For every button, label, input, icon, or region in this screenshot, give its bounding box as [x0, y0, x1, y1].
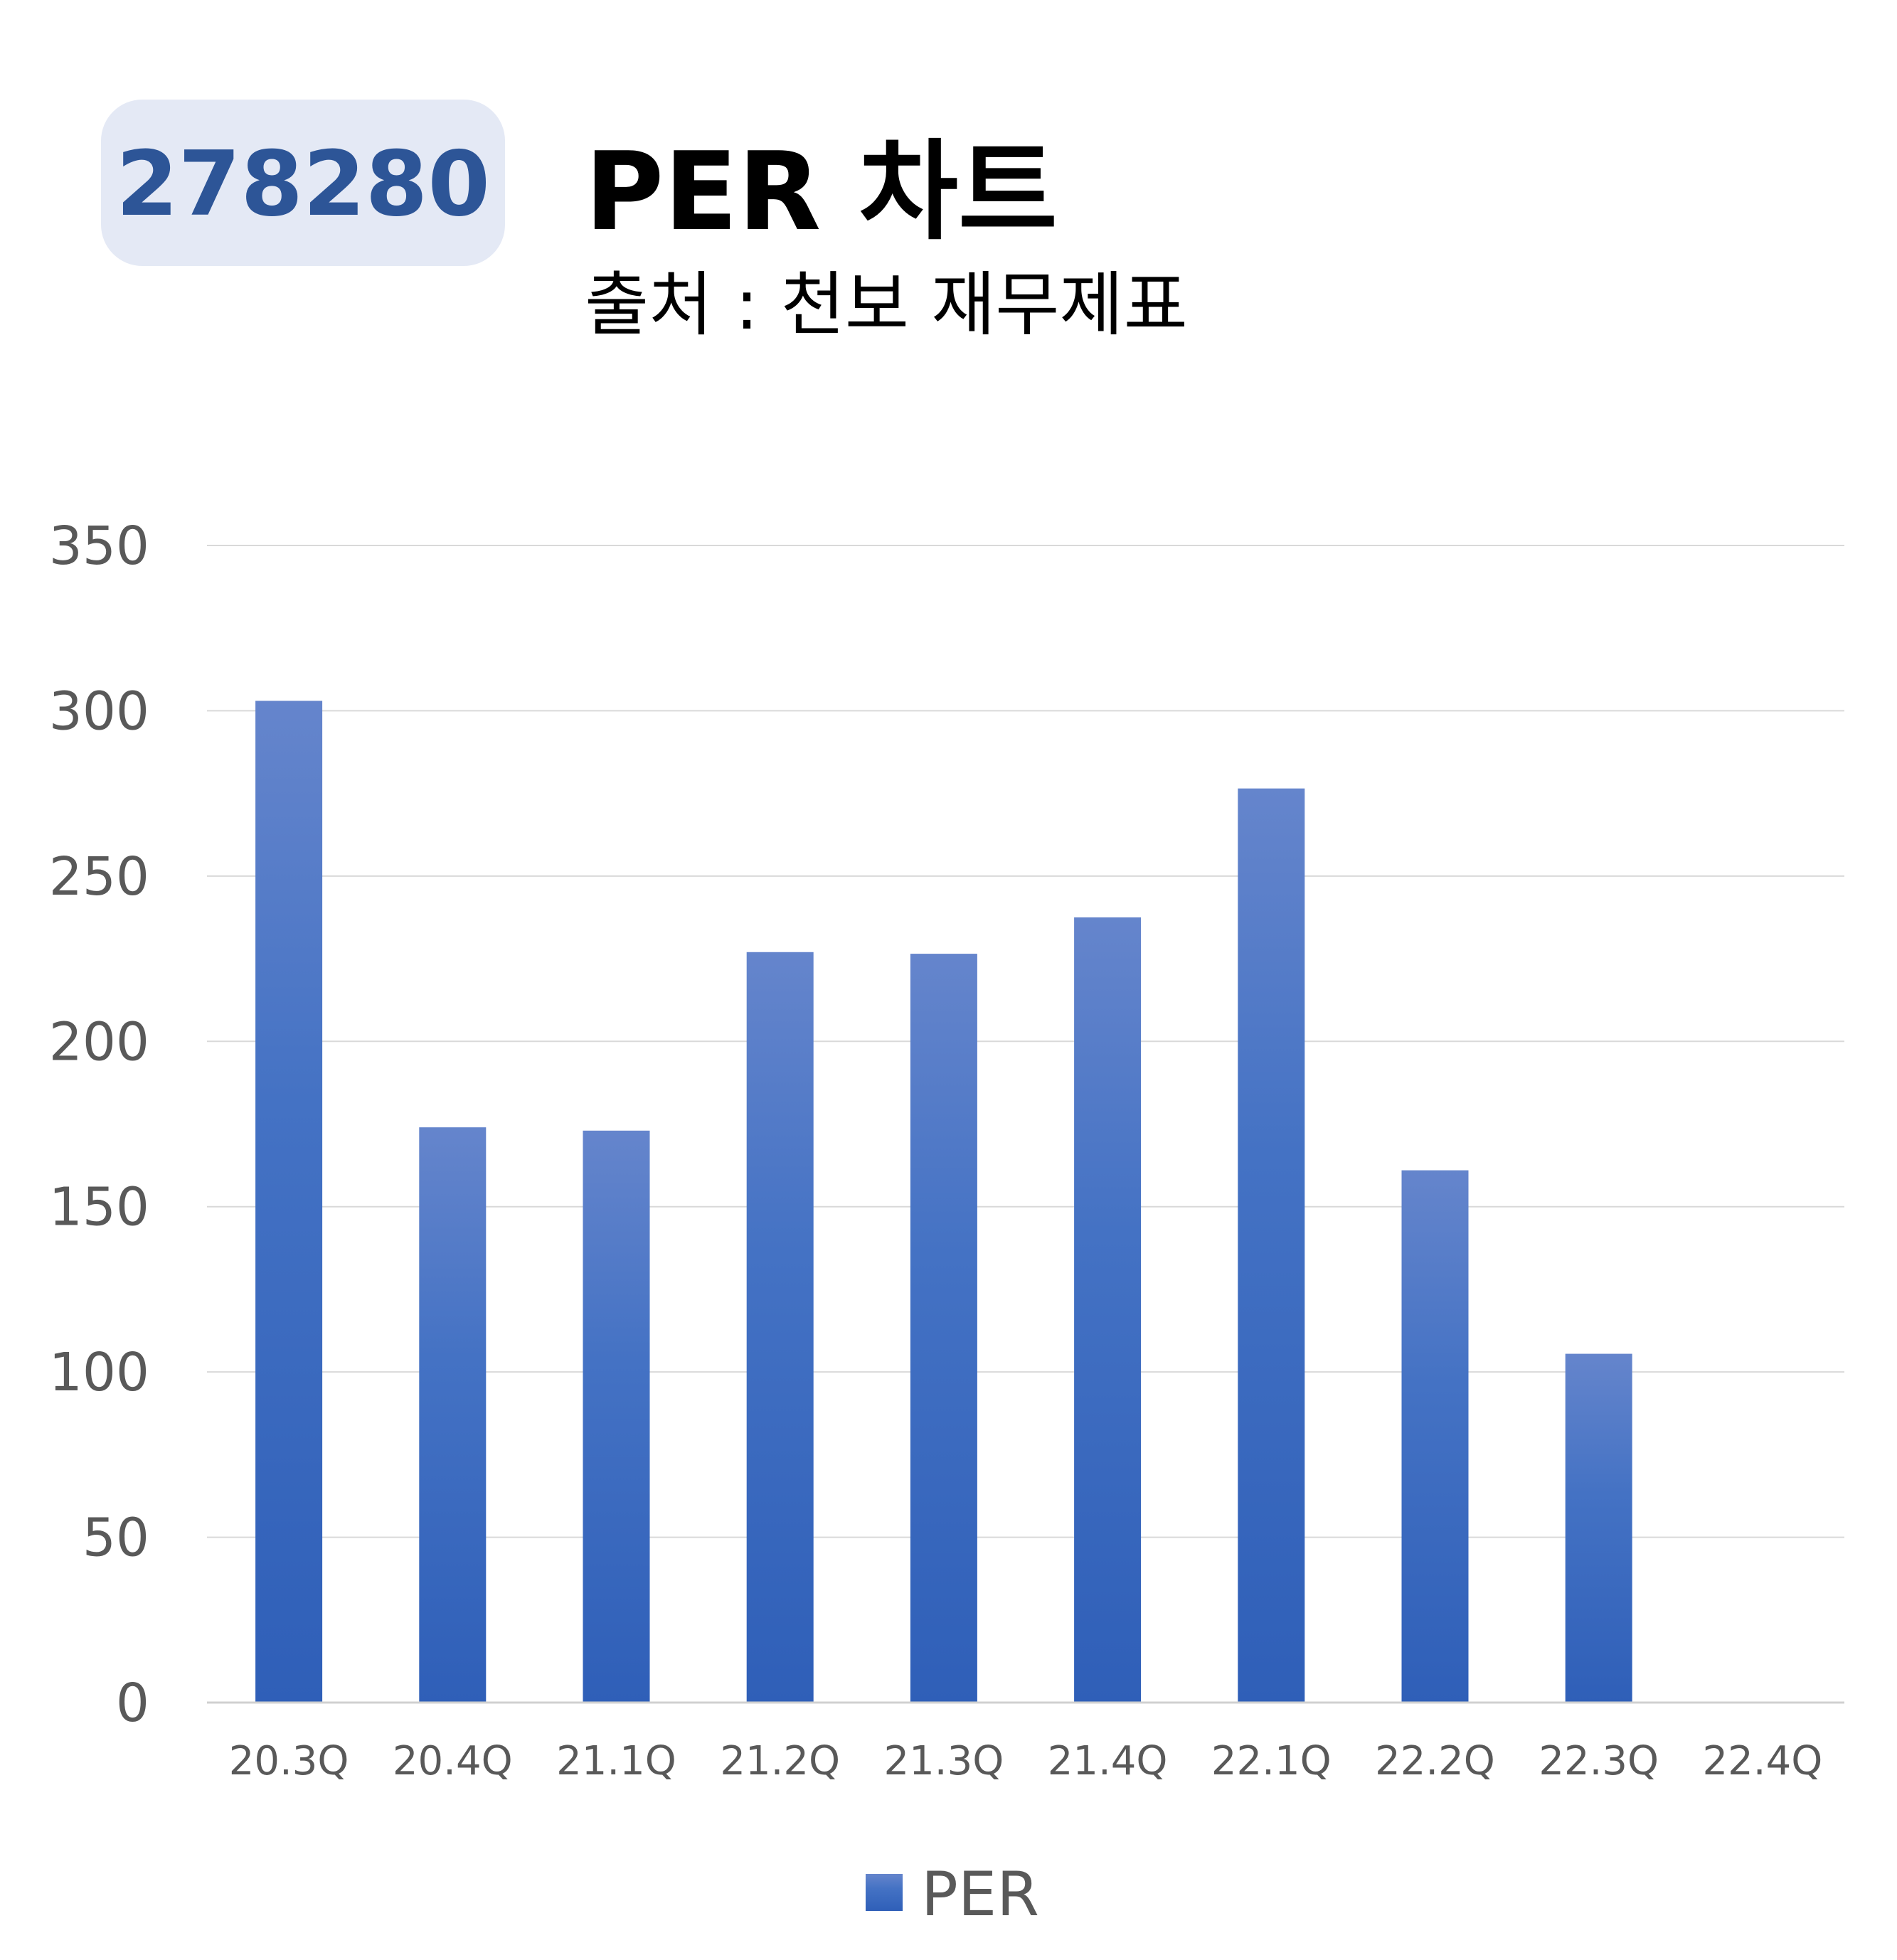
chart-title: PER 차트 — [585, 129, 1058, 255]
y-axis-ticks: 0 50 100 150 200 250 300 350 — [49, 516, 149, 1734]
legend-label-per: PER — [921, 1859, 1039, 1930]
x-tick-label: 20.4Q — [393, 1738, 513, 1784]
bar-20.4Q — [419, 1127, 487, 1703]
y-tick-label: 50 — [83, 1508, 149, 1569]
y-tick-label: 0 — [116, 1673, 149, 1734]
bar-20.3Q — [255, 701, 323, 1703]
x-tick-label: 21.3Q — [884, 1738, 1004, 1784]
x-tick-label: 21.1Q — [556, 1738, 676, 1784]
bar-21.3Q — [910, 954, 977, 1703]
x-tick-label: 22.2Q — [1375, 1738, 1495, 1784]
header: 278280 PER 차트 출처 : 천보 재무제표 — [101, 100, 1188, 346]
y-tick-label: 250 — [49, 846, 149, 907]
x-tick-label: 21.2Q — [720, 1738, 840, 1784]
x-tick-label: 22.1Q — [1211, 1738, 1332, 1784]
bar-22.2Q — [1401, 1170, 1469, 1703]
x-tick-label: 21.4Q — [1048, 1738, 1168, 1784]
bar-21.2Q — [746, 952, 814, 1703]
y-tick-label: 200 — [49, 1011, 149, 1072]
y-tick-label: 150 — [49, 1177, 149, 1238]
bar-22.3Q — [1565, 1353, 1632, 1703]
bar-22.1Q — [1238, 788, 1305, 1703]
ticker-badge — [101, 100, 505, 266]
legend-swatch-per — [866, 1874, 903, 1911]
x-tick-label: 22.3Q — [1539, 1738, 1659, 1784]
y-tick-label: 350 — [49, 516, 149, 577]
x-axis-ticks: 20.3Q 20.4Q 21.1Q 21.2Q 21.3Q 21.4Q 22.1Q 22.2Q… — [229, 1738, 1823, 1784]
bar-21.1Q — [583, 1130, 650, 1703]
y-tick-label: 300 — [49, 681, 149, 742]
y-tick-label: 100 — [49, 1342, 149, 1403]
x-tick-label: 22.4Q — [1703, 1738, 1823, 1784]
legend: PER — [866, 1859, 1039, 1930]
bars — [255, 701, 1632, 1703]
x-tick-label: 20.3Q — [229, 1738, 349, 1784]
chart-source: 출처 : 천보 재무제표 — [585, 265, 1188, 346]
bar-21.4Q — [1074, 917, 1142, 1703]
ticker-code: 278280 — [116, 132, 490, 236]
